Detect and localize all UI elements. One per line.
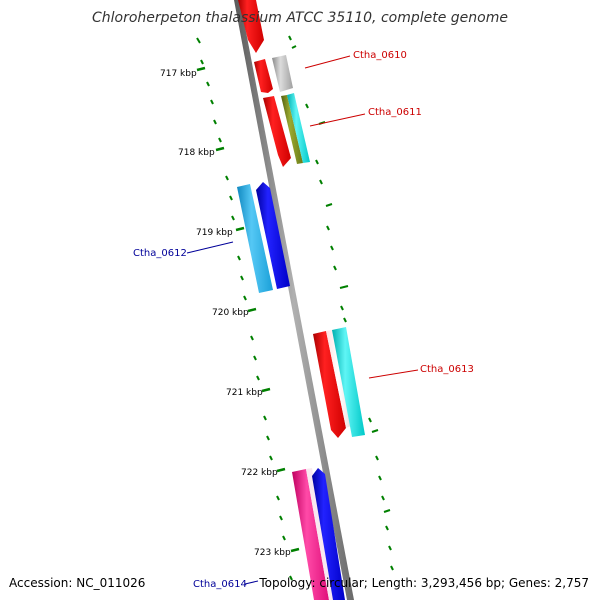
cds-arrow-forward[interactable]	[254, 59, 273, 93]
tick-label: 723 kbp	[254, 548, 291, 558]
cds-features	[237, 0, 365, 600]
tick-label: 717 kbp	[160, 69, 197, 79]
gene-label-ctha-0612[interactable]: Ctha_0612	[133, 248, 187, 259]
left-dotted-guide	[196, 37, 293, 581]
kbp-labels: 717 kbp 718 kbp 719 kbp 720 kbp 721 kbp …	[160, 69, 291, 558]
genome-backbone	[234, 0, 354, 600]
gene-label-ctha-0613[interactable]: Ctha_0613	[420, 364, 474, 375]
right-dotted-guide	[288, 35, 394, 571]
cds-arrow-forward[interactable]	[263, 96, 291, 167]
cds-arrow-forward[interactable]	[238, 0, 264, 53]
cds-light-blue-block[interactable]	[237, 184, 273, 293]
cds-arrow-forward[interactable]	[313, 331, 346, 438]
map-title: Chloroherpeton thalassium ATCC 35110, co…	[92, 10, 508, 26]
tick-label: 719 kbp	[196, 228, 233, 238]
cds-pink-block[interactable]	[292, 469, 329, 600]
major-ticks	[196, 66, 300, 553]
cds-gray-block[interactable]	[272, 55, 293, 92]
tick-label: 722 kbp	[241, 468, 278, 478]
tick-label: 720 kbp	[212, 308, 249, 318]
cds-arrow-reverse[interactable]	[312, 468, 345, 600]
cds-arrow-reverse[interactable]	[256, 182, 290, 289]
gene-label-ctha-0611[interactable]: Ctha_0611	[368, 107, 422, 118]
cds-olive-block[interactable]	[281, 95, 303, 164]
cds-white-block[interactable]	[326, 330, 351, 428]
gene-leader-lines	[186, 55, 419, 585]
tick-label: 721 kbp	[226, 388, 263, 398]
gene-label-ctha-0614[interactable]: Ctha_0614	[193, 579, 247, 590]
tick-label: 718 kbp	[178, 148, 215, 158]
accession-text: Accession: NC_011026	[9, 576, 145, 590]
cds-cyan-block[interactable]	[287, 93, 310, 163]
cds-cyan-block[interactable]	[332, 327, 365, 437]
genome-summary-text: Topology: circular; Length: 3,293,456 bp…	[258, 576, 589, 590]
gene-label-ctha-0610[interactable]: Ctha_0610	[353, 50, 407, 61]
gene-labels: Ctha_0610 Ctha_0611 Ctha_0612 Ctha_0613 …	[133, 50, 474, 590]
